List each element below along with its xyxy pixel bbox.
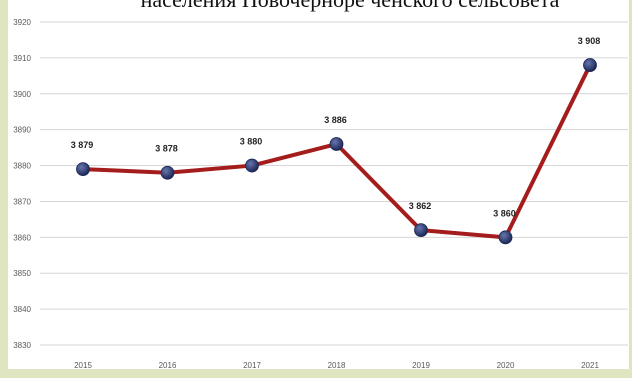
x-tick-label: 2020	[497, 361, 515, 370]
data-label: 3 878	[155, 144, 178, 154]
y-axis-ticks: 3830 3840 3850 3860 3870 3880 3890 3900 3910 3920	[13, 18, 31, 350]
data-point	[76, 162, 90, 177]
y-tick-label: 3920	[13, 18, 31, 27]
data-label: 3 862	[409, 201, 432, 211]
data-label: 3 886	[324, 115, 347, 125]
data-label: 3 879	[71, 140, 94, 150]
gridlines	[40, 21, 628, 346]
data-label: 3 860	[493, 208, 516, 218]
y-tick-label: 3880	[13, 162, 31, 171]
x-tick-label: 2021	[581, 361, 599, 370]
y-tick-label: 3910	[13, 54, 31, 63]
data-point	[498, 230, 513, 245]
y-tick-label: 3860	[13, 233, 31, 242]
data-point	[160, 165, 175, 180]
data-point	[245, 158, 259, 173]
y-tick-label: 3890	[13, 126, 31, 135]
plot-area	[8, 0, 629, 369]
y-tick-label: 3850	[13, 269, 31, 278]
x-tick-label: 2015	[74, 361, 92, 370]
x-tick-label: 2018	[328, 361, 346, 370]
x-tick-label: 2016	[159, 361, 177, 370]
data-points	[76, 58, 597, 245]
x-tick-label: 2017	[243, 361, 261, 370]
y-tick-label: 3900	[13, 90, 31, 99]
chart-title: населения Новочерноре ченского сельсовет…	[141, 0, 560, 12]
data-point	[414, 223, 428, 238]
x-axis-ticks: 2015 2016 2017 2018 2019 2020 2021	[74, 361, 599, 370]
data-labels: 3 879 3 878 3 880 3 886 3 862 3 860 3 908	[71, 36, 601, 218]
y-tick-label: 3840	[13, 305, 31, 314]
data-point	[583, 58, 597, 72]
x-tick-label: 2019	[412, 361, 430, 370]
y-tick-label: 3830	[13, 341, 31, 350]
data-point	[329, 137, 344, 151]
data-label: 3 908	[578, 36, 601, 46]
y-tick-label: 3870	[13, 197, 31, 206]
data-label: 3 880	[240, 137, 263, 147]
